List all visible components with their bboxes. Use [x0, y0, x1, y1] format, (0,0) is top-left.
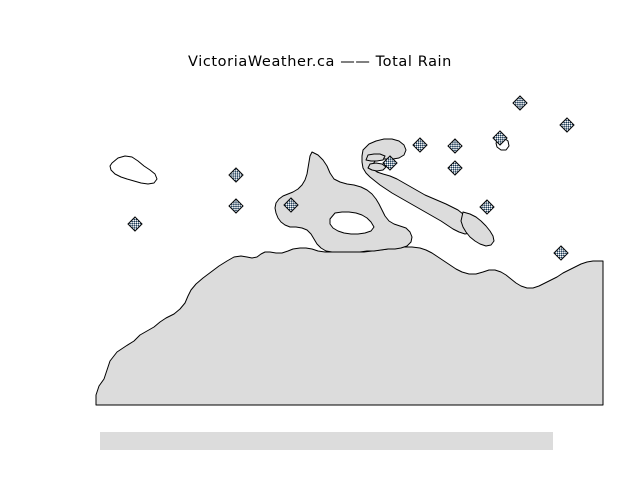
inner-bay	[329, 211, 375, 235]
legend-color-bar[interactable]	[100, 432, 553, 450]
station-marker[interactable]	[492, 130, 508, 146]
station-marker[interactable]	[479, 199, 495, 215]
station-marker[interactable]	[382, 155, 398, 171]
main-landmass	[95, 246, 604, 406]
fjord-finger-lower	[367, 162, 387, 172]
rain-station-markers[interactable]	[127, 95, 575, 261]
central-peninsula	[274, 151, 413, 253]
station-marker[interactable]	[283, 197, 299, 213]
station-marker[interactable]	[559, 117, 575, 133]
station-marker[interactable]	[412, 137, 428, 153]
station-marker[interactable]	[228, 167, 244, 183]
northwest-island	[109, 155, 158, 185]
eastern-hook	[460, 211, 495, 247]
fjord-finger-upper	[365, 153, 386, 162]
coastline-layer	[95, 137, 604, 406]
station-marker[interactable]	[553, 245, 569, 261]
page-title: VictoriaWeather.ca —— Total Rain	[188, 54, 452, 70]
station-marker[interactable]	[228, 198, 244, 214]
station-marker[interactable]	[447, 160, 463, 176]
station-marker[interactable]	[512, 95, 528, 111]
station-marker[interactable]	[447, 138, 463, 154]
station-marker[interactable]	[127, 216, 143, 232]
